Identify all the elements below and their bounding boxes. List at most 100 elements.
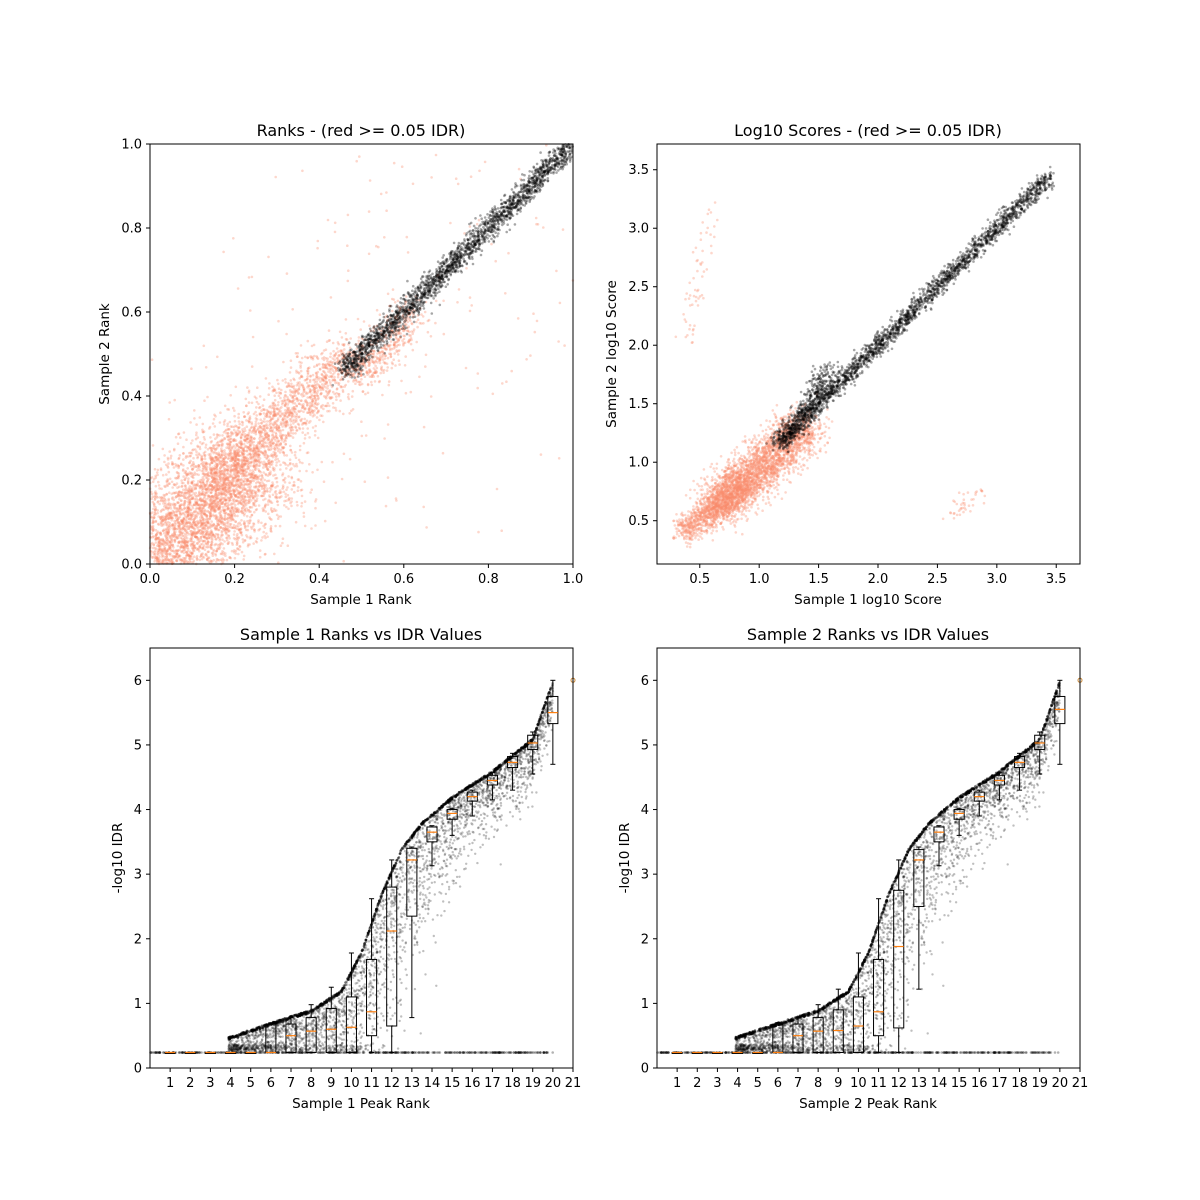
scatter-point	[190, 513, 193, 517]
scatter-point	[256, 488, 260, 491]
scatter-point	[232, 449, 236, 452]
scatter-point	[203, 455, 207, 458]
scatter-point	[164, 463, 168, 467]
scatter-point	[152, 529, 155, 532]
scatter-point	[283, 481, 287, 484]
scatter-point	[199, 516, 202, 519]
scatter-point	[261, 481, 264, 484]
scatter-point	[188, 555, 192, 558]
scatter-point	[199, 498, 202, 501]
scatter-point	[182, 508, 185, 511]
scatter-point	[183, 496, 186, 499]
scatter-point	[192, 456, 195, 460]
scatter-point	[212, 417, 216, 421]
scatter-point	[382, 371, 385, 375]
scatter-point	[275, 407, 279, 411]
scatter-point	[220, 531, 224, 534]
scatter-point	[182, 488, 185, 492]
scatter-point	[273, 437, 276, 441]
scatter-point	[246, 493, 250, 496]
scatter-point	[166, 456, 170, 460]
scatter-point	[203, 502, 206, 506]
scatter-point	[266, 467, 269, 470]
scatter-point	[316, 397, 320, 401]
scatter-point	[252, 444, 256, 447]
scatter-point	[211, 461, 214, 465]
scatter-point	[177, 507, 181, 511]
scatter-point	[160, 518, 163, 521]
scatter-point	[286, 493, 290, 497]
scatter-point	[208, 517, 211, 520]
scatter-point	[223, 523, 227, 526]
scatter-point	[201, 476, 205, 479]
scatter-point	[224, 505, 227, 508]
scatter-point	[314, 399, 317, 403]
scatter-point	[210, 525, 214, 528]
scatter-point	[319, 392, 322, 396]
scatter-point	[329, 352, 333, 355]
scatter-point	[325, 404, 328, 408]
scatter-point	[264, 450, 267, 454]
scatter-point	[221, 538, 224, 541]
scatter-point	[366, 391, 370, 395]
scatter-point	[258, 406, 261, 410]
scatter-point	[331, 369, 335, 372]
scatter-point	[275, 500, 279, 503]
scatter-point	[157, 484, 161, 487]
scatter-point	[163, 460, 166, 464]
scatter-point	[310, 356, 313, 360]
scatter-point	[177, 554, 181, 557]
scatter-point	[152, 535, 155, 538]
scatter-point	[167, 462, 170, 465]
scatter-point	[183, 546, 186, 550]
scatter-point	[251, 525, 255, 528]
scatter-point	[251, 449, 254, 453]
scatter-point	[225, 532, 228, 536]
scatter-point	[250, 431, 253, 434]
scatter-point	[390, 361, 394, 364]
scatter-point	[284, 424, 287, 427]
scatter-point	[245, 446, 249, 449]
scatter-point	[219, 552, 223, 556]
scatter-point	[290, 415, 294, 418]
scatter-point	[258, 549, 262, 552]
scatter-point	[172, 483, 176, 486]
scatter-point	[184, 456, 188, 459]
scatter-point	[284, 443, 287, 446]
scatter-point	[305, 401, 308, 404]
scatter-point	[248, 415, 252, 418]
scatter-point	[248, 441, 252, 445]
scatter-point	[246, 544, 250, 548]
scatter-point	[154, 541, 158, 544]
scatter-point	[215, 538, 218, 541]
scatter-point	[163, 505, 166, 508]
scatter-point	[232, 549, 236, 552]
scatter-point	[321, 363, 325, 366]
scatter-point	[326, 384, 330, 388]
scatter-point	[279, 468, 282, 471]
scatter-point	[247, 509, 251, 512]
scatter-point	[169, 454, 173, 458]
scatter-point	[206, 448, 210, 451]
scatter-point	[298, 448, 302, 452]
scatter-point	[189, 508, 192, 512]
scatter-point	[278, 434, 282, 437]
scatter-point	[230, 437, 233, 441]
scatter-point	[173, 521, 177, 525]
scatter-point	[233, 530, 236, 533]
scatter-point	[298, 427, 302, 431]
scatter-point	[385, 362, 389, 366]
scatter-point	[339, 399, 342, 402]
scatter-point	[184, 484, 187, 487]
scatter-point	[260, 430, 264, 434]
scatter-point	[386, 356, 390, 360]
scatter-point	[210, 497, 213, 501]
scatter-point	[169, 538, 173, 541]
scatter-point	[378, 361, 382, 365]
scatter-point	[285, 406, 289, 409]
scatter-point	[164, 521, 168, 524]
scatter-point	[244, 461, 248, 464]
scatter-point	[267, 472, 271, 475]
scatter-point	[270, 518, 273, 521]
scatter-point	[291, 484, 295, 487]
